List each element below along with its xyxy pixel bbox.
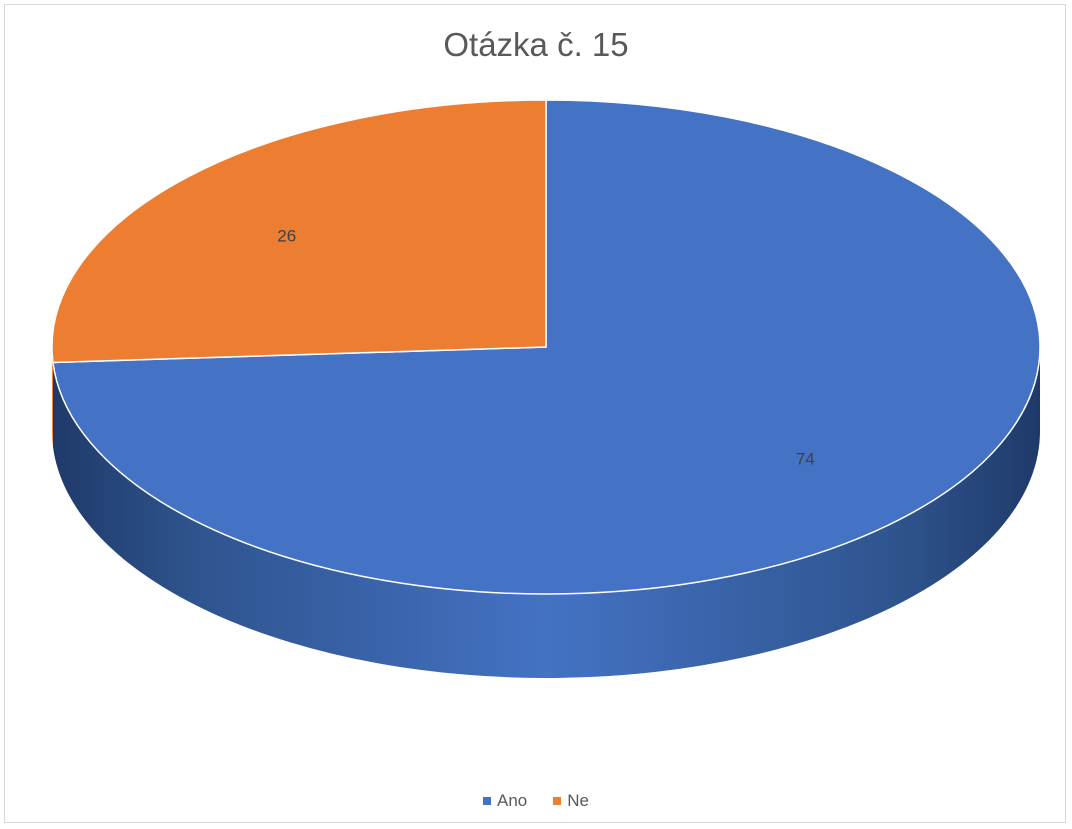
pie-side-ne xyxy=(52,347,53,447)
data-label-ano: 74 xyxy=(796,450,815,469)
legend-swatch-ne xyxy=(553,797,562,805)
data-label-ne: 26 xyxy=(277,226,296,245)
chart-title: Otázka č. 15 xyxy=(443,26,629,63)
pie-side-ano xyxy=(52,347,1041,679)
pie-slice-ne xyxy=(51,99,547,364)
legend: Ano Ne xyxy=(0,791,1072,811)
legend-label-ano: Ano xyxy=(497,791,528,810)
legend-label-ne: Ne xyxy=(567,791,589,810)
legend-swatch-ano xyxy=(483,797,491,805)
legend-item-ano: Ano xyxy=(483,791,527,811)
legend-item-ne: Ne xyxy=(553,791,589,811)
